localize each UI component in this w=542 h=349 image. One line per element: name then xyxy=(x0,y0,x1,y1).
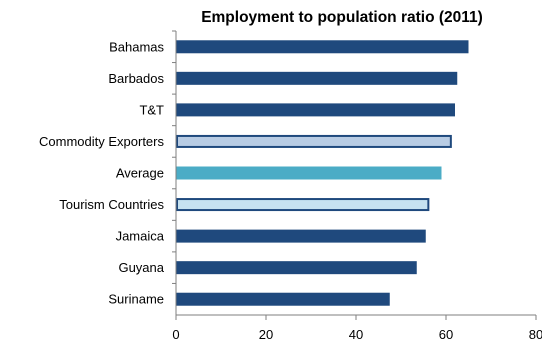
bar-suriname xyxy=(176,293,390,306)
category-label-suriname: Suriname xyxy=(108,292,164,307)
x-tick-label-80: 80 xyxy=(529,327,542,342)
bar-guyana xyxy=(176,261,417,274)
bar-barbados xyxy=(176,72,457,85)
bars-group xyxy=(176,40,469,305)
bar-average xyxy=(176,167,442,180)
bar-tourism-countries xyxy=(177,199,428,210)
category-label-bahamas: Bahamas xyxy=(109,39,164,54)
category-label-jamaica: Jamaica xyxy=(116,229,165,244)
category-label-t-t: T&T xyxy=(139,102,164,117)
x-tick-label-60: 60 xyxy=(439,327,453,342)
x-tick-label-0: 0 xyxy=(172,327,179,342)
category-label-guyana: Guyana xyxy=(118,260,164,275)
bar-bahamas xyxy=(176,40,469,53)
bar-jamaica xyxy=(176,230,426,243)
x-tick-label-40: 40 xyxy=(349,327,363,342)
x-tick-label-20: 20 xyxy=(259,327,273,342)
bar-t-t xyxy=(176,103,455,116)
category-label-average: Average xyxy=(116,166,164,181)
category-label-tourism-countries: Tourism Countries xyxy=(59,197,164,212)
chart-title: Employment to population ratio (2011) xyxy=(201,9,483,26)
category-label-commodity-exporters: Commodity Exporters xyxy=(39,134,164,149)
category-label-barbados: Barbados xyxy=(108,71,164,86)
bar-commodity-exporters xyxy=(177,136,451,147)
